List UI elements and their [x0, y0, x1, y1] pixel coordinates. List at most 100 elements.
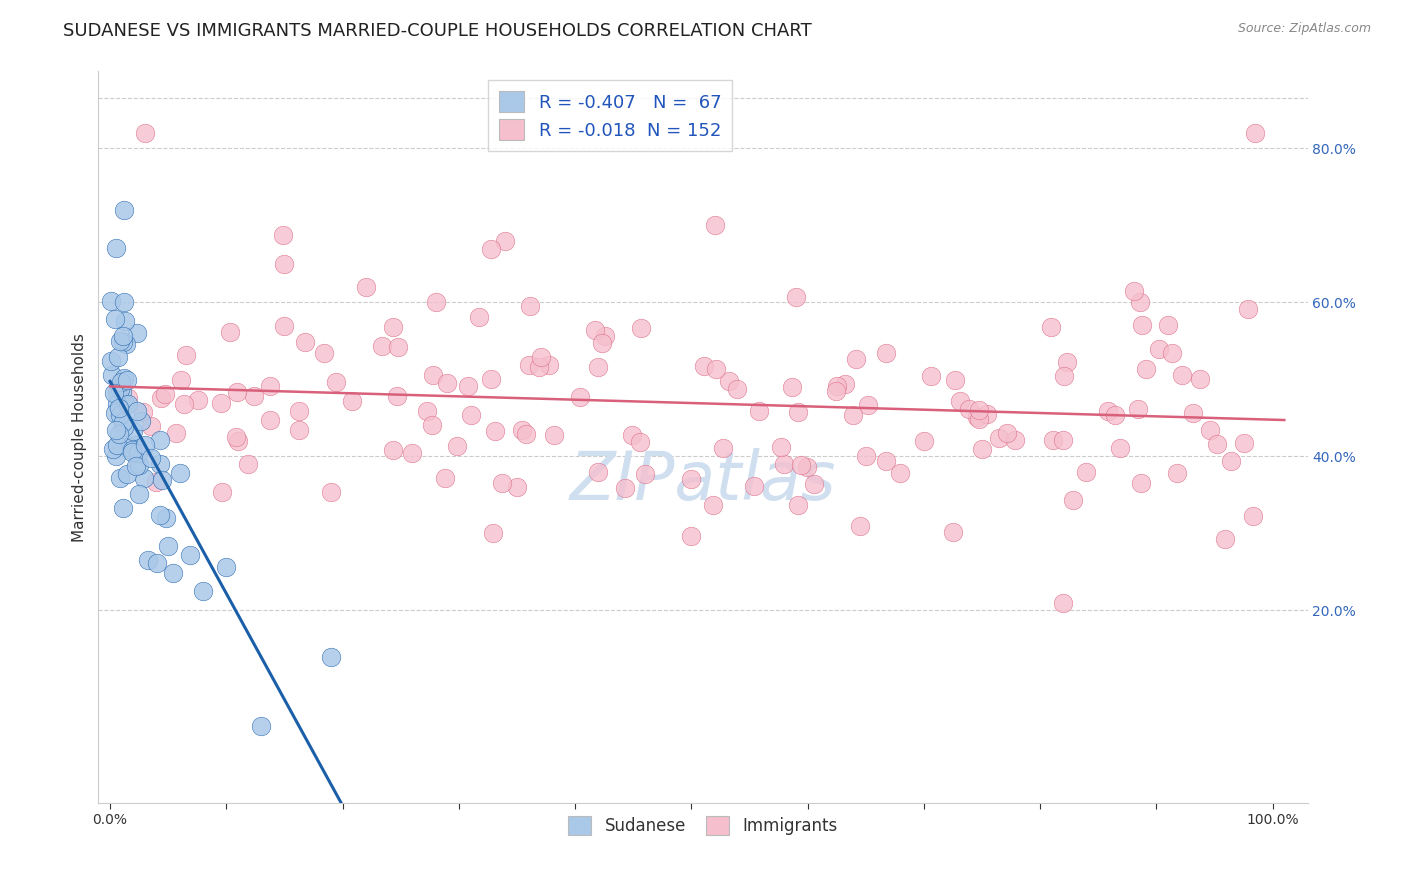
Point	[115, 467, 138, 482]
Point	[1161, 346, 1184, 360]
Point	[1074, 465, 1097, 479]
Point	[614, 482, 637, 496]
Point	[1052, 596, 1074, 610]
Point	[966, 410, 988, 425]
Point	[118, 440, 141, 454]
Point	[1244, 126, 1267, 140]
Point	[976, 408, 998, 422]
Point	[122, 438, 145, 452]
Point	[100, 354, 122, 368]
Point	[420, 418, 443, 433]
Point	[401, 446, 423, 460]
Point	[681, 472, 703, 486]
Point	[849, 519, 872, 533]
Point	[692, 359, 714, 373]
Point	[103, 386, 125, 401]
Point	[1053, 369, 1076, 384]
Point	[949, 393, 972, 408]
Point	[107, 350, 129, 364]
Point	[1123, 284, 1146, 298]
Point	[273, 257, 295, 271]
Point	[136, 553, 159, 567]
Point	[312, 346, 335, 360]
Point	[111, 329, 134, 343]
Point	[128, 458, 150, 472]
Point	[569, 391, 592, 405]
Legend: Sudanese, Immigrants: Sudanese, Immigrants	[561, 809, 845, 842]
Point	[1199, 423, 1222, 437]
Point	[139, 418, 162, 433]
Point	[112, 419, 135, 434]
Point	[149, 508, 172, 522]
Point	[515, 426, 537, 441]
Point	[155, 511, 177, 525]
Point	[108, 471, 131, 485]
Point	[856, 398, 879, 412]
Point	[988, 432, 1011, 446]
Point	[479, 371, 502, 385]
Point	[162, 566, 184, 581]
Point	[943, 373, 966, 387]
Point	[101, 442, 124, 457]
Point	[1166, 467, 1188, 481]
Point	[942, 524, 965, 539]
Point	[108, 401, 131, 415]
Point	[889, 466, 911, 480]
Point	[104, 449, 127, 463]
Point	[139, 450, 162, 465]
Point	[122, 425, 145, 439]
Point	[1182, 406, 1205, 420]
Point	[1135, 362, 1157, 376]
Point	[114, 337, 136, 351]
Point	[319, 649, 342, 664]
Point	[110, 375, 132, 389]
Point	[703, 219, 725, 233]
Point	[790, 458, 813, 472]
Point	[114, 314, 136, 328]
Point	[132, 405, 155, 419]
Point	[1052, 433, 1074, 447]
Point	[169, 467, 191, 481]
Point	[354, 280, 377, 294]
Point	[108, 408, 131, 422]
Point	[129, 414, 152, 428]
Point	[288, 423, 311, 437]
Point	[226, 434, 249, 449]
Point	[1213, 532, 1236, 546]
Point	[155, 387, 177, 401]
Point	[825, 378, 848, 392]
Point	[382, 443, 405, 458]
Point	[112, 295, 135, 310]
Point	[117, 396, 139, 410]
Point	[460, 408, 482, 422]
Point	[211, 484, 233, 499]
Point	[111, 415, 134, 429]
Point	[593, 328, 616, 343]
Point	[187, 393, 209, 408]
Point	[773, 457, 796, 471]
Point	[834, 377, 856, 392]
Point	[484, 425, 506, 439]
Point	[538, 358, 561, 372]
Point	[506, 480, 529, 494]
Point	[416, 404, 439, 418]
Y-axis label: Married-couple Households: Married-couple Households	[72, 333, 87, 541]
Point	[491, 475, 513, 490]
Point	[259, 379, 281, 393]
Point	[1147, 342, 1170, 356]
Point	[100, 293, 122, 308]
Point	[825, 384, 848, 398]
Point	[425, 295, 447, 310]
Point	[125, 326, 148, 340]
Point	[165, 426, 187, 441]
Point	[226, 385, 249, 400]
Point	[271, 227, 294, 242]
Point	[1097, 404, 1119, 418]
Point	[479, 242, 502, 256]
Point	[157, 540, 180, 554]
Point	[121, 444, 143, 458]
Point	[785, 290, 807, 304]
Point	[1004, 433, 1026, 447]
Point	[875, 345, 897, 359]
Point	[273, 318, 295, 333]
